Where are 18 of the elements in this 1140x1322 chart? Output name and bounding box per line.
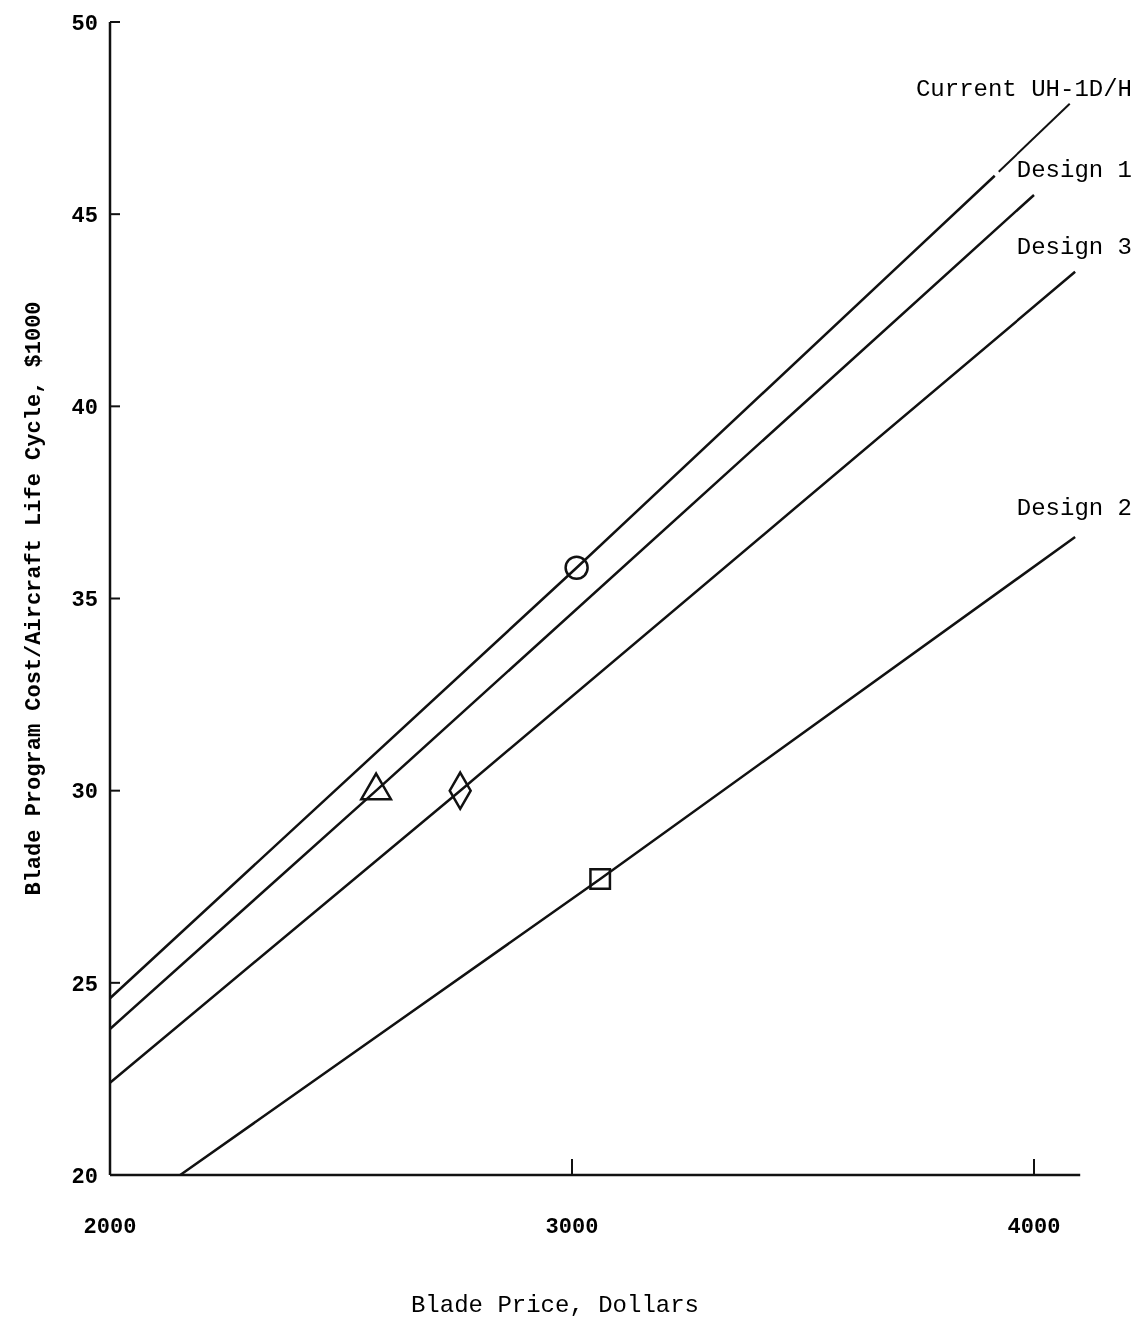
y-axis-title: Blade Program Cost/Aircraft Life Cycle, $1000 — [22, 301, 47, 896]
series-label: Design 1 — [1016, 156, 1132, 184]
series-label: Design 2 — [1016, 495, 1132, 523]
x-tick-label: 2000 — [83, 1215, 137, 1240]
x-tick-label: 3000 — [545, 1215, 599, 1240]
text: Current UH-1D/H — [915, 75, 1132, 103]
y-tick-label: 30 — [71, 780, 98, 806]
y-tick-label: 45 — [71, 203, 98, 229]
point — [564, 555, 589, 580]
x-tick-label: 4000 — [1007, 1215, 1061, 1240]
y-tick-label: 40 — [71, 396, 98, 422]
point — [589, 868, 612, 891]
series-label: Design 3 — [1016, 233, 1132, 261]
y-tick-label: 25 — [71, 972, 98, 998]
y-tick-label: 50 — [71, 11, 98, 37]
y-tick-label: 35 — [71, 588, 98, 614]
y-tick-label: 20 — [71, 1164, 98, 1190]
x-axis-title: Blade Price, Dollars — [410, 1292, 700, 1319]
